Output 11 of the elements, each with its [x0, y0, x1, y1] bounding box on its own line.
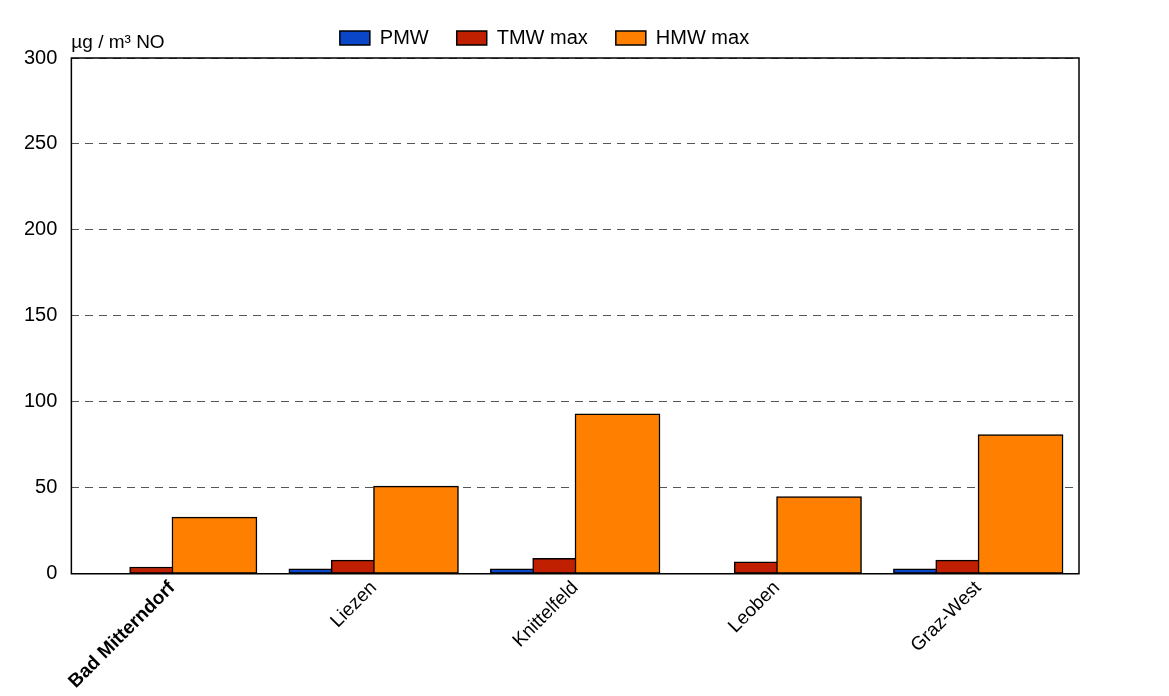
legend-label: TMW max [496, 25, 588, 48]
y-tick-label: 0 [46, 561, 58, 584]
legend-label: PMW [379, 25, 429, 48]
legend-label: HMW max [655, 25, 750, 48]
y-tick-label: 150 [23, 303, 58, 326]
y-tick-label: 50 [35, 475, 58, 498]
y-axis-title: µg / m³ NO [71, 30, 165, 52]
y-tick-label: 250 [23, 131, 58, 154]
y-tick-label: 200 [23, 217, 58, 240]
y-tick-label: 300 [23, 45, 58, 68]
y-tick-label: 100 [23, 389, 58, 412]
